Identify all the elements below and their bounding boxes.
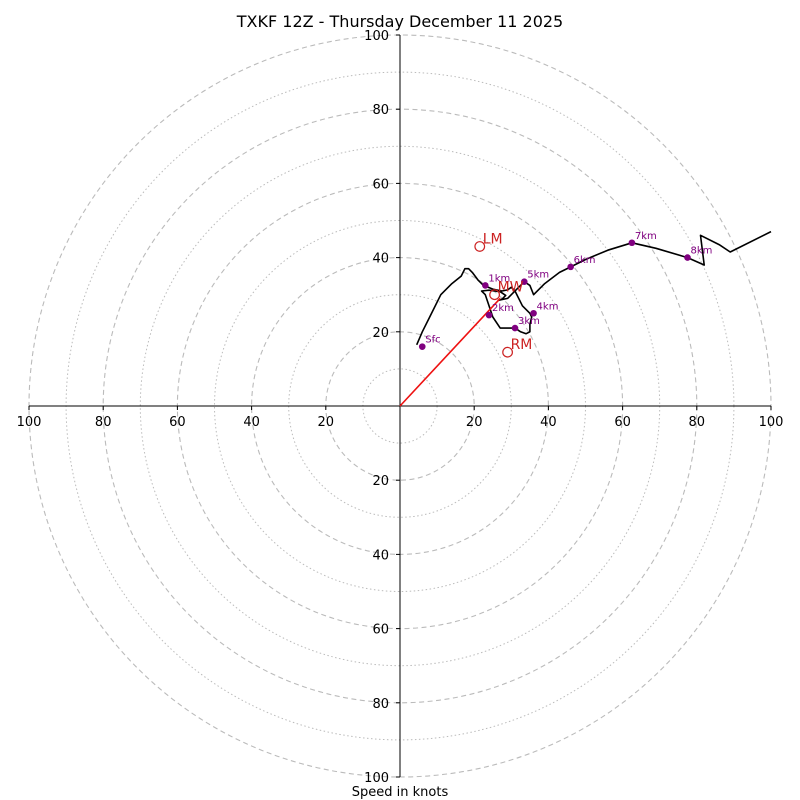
storm-motion-label-mw: MW — [498, 280, 524, 296]
y-tick-label: 40 — [372, 548, 389, 563]
height-marker-1km — [482, 282, 489, 289]
height-label-2km: 2km — [492, 303, 514, 314]
x-tick-label: 40 — [243, 415, 260, 430]
y-tick-label: 60 — [372, 177, 389, 192]
y-tick-label: 100 — [364, 771, 389, 786]
height-marker-7km — [628, 239, 636, 247]
y-tick-label: 20 — [372, 474, 389, 489]
height-marker-3km — [511, 324, 519, 332]
storm-motion-label-rm: RM — [511, 337, 533, 353]
storm-motion-marker-mw — [489, 289, 501, 301]
x-tick-label: 100 — [17, 415, 42, 430]
x-tick-label: 80 — [689, 415, 706, 430]
height-marker-5km — [520, 278, 528, 286]
x-axis-label: Speed in knots — [352, 785, 449, 800]
height-label-4km: 4km — [537, 301, 559, 312]
y-tick-label: 80 — [372, 103, 389, 118]
x-tick-label: 60 — [614, 415, 631, 430]
storm-motion-markers: LM MW RM — [474, 231, 533, 358]
height-marker-8km — [684, 254, 691, 261]
y-tick-label: 60 — [372, 623, 389, 638]
y-tick-label: 100 — [364, 29, 389, 44]
x-tick-label: 100 — [759, 415, 784, 430]
y-tick-label: 40 — [372, 252, 389, 267]
height-label-1km: 1km — [488, 273, 510, 284]
x-tick-label: 80 — [95, 415, 112, 430]
storm-motion-marker-lm — [474, 241, 486, 252]
hodograph-line — [415, 230, 772, 346]
height-label-6km: 6km — [574, 255, 596, 266]
x-tick-label: 20 — [318, 415, 335, 430]
storm-motion-label-lm: LM — [483, 231, 503, 247]
height-label-7km: 7km — [635, 231, 657, 242]
shear-vector-line — [399, 297, 501, 407]
shear-vector-group — [399, 297, 501, 407]
x-tick-label: 60 — [169, 415, 186, 430]
tick-labels: 100 80 60 40 20 20 40 60 80 100 100 80 60 40 20 20 40 60 8… — [17, 29, 784, 786]
height-marker-sfc — [418, 343, 426, 350]
x-tick-label: 20 — [466, 415, 483, 430]
height-label-sfc: Sfc — [425, 335, 440, 346]
height-marker-4km — [530, 309, 537, 317]
storm-motion-marker-rm — [502, 346, 513, 358]
y-tick-label: 20 — [372, 326, 389, 341]
y-tick-label: 80 — [372, 697, 389, 712]
height-markers: Sfc 1km 2km 3km 4km 5km 6km 7km 8km — [418, 231, 713, 350]
chart-title: TXKF 12Z - Thursday December 11 2025 — [236, 12, 563, 31]
x-tick-label: 40 — [540, 415, 557, 430]
height-label-8km: 8km — [691, 246, 713, 257]
height-label-3km: 3km — [518, 316, 540, 327]
height-marker-6km — [567, 263, 574, 271]
height-label-5km: 5km — [527, 270, 549, 281]
hodograph-trace-group — [415, 230, 772, 346]
height-marker-2km — [485, 311, 493, 319]
